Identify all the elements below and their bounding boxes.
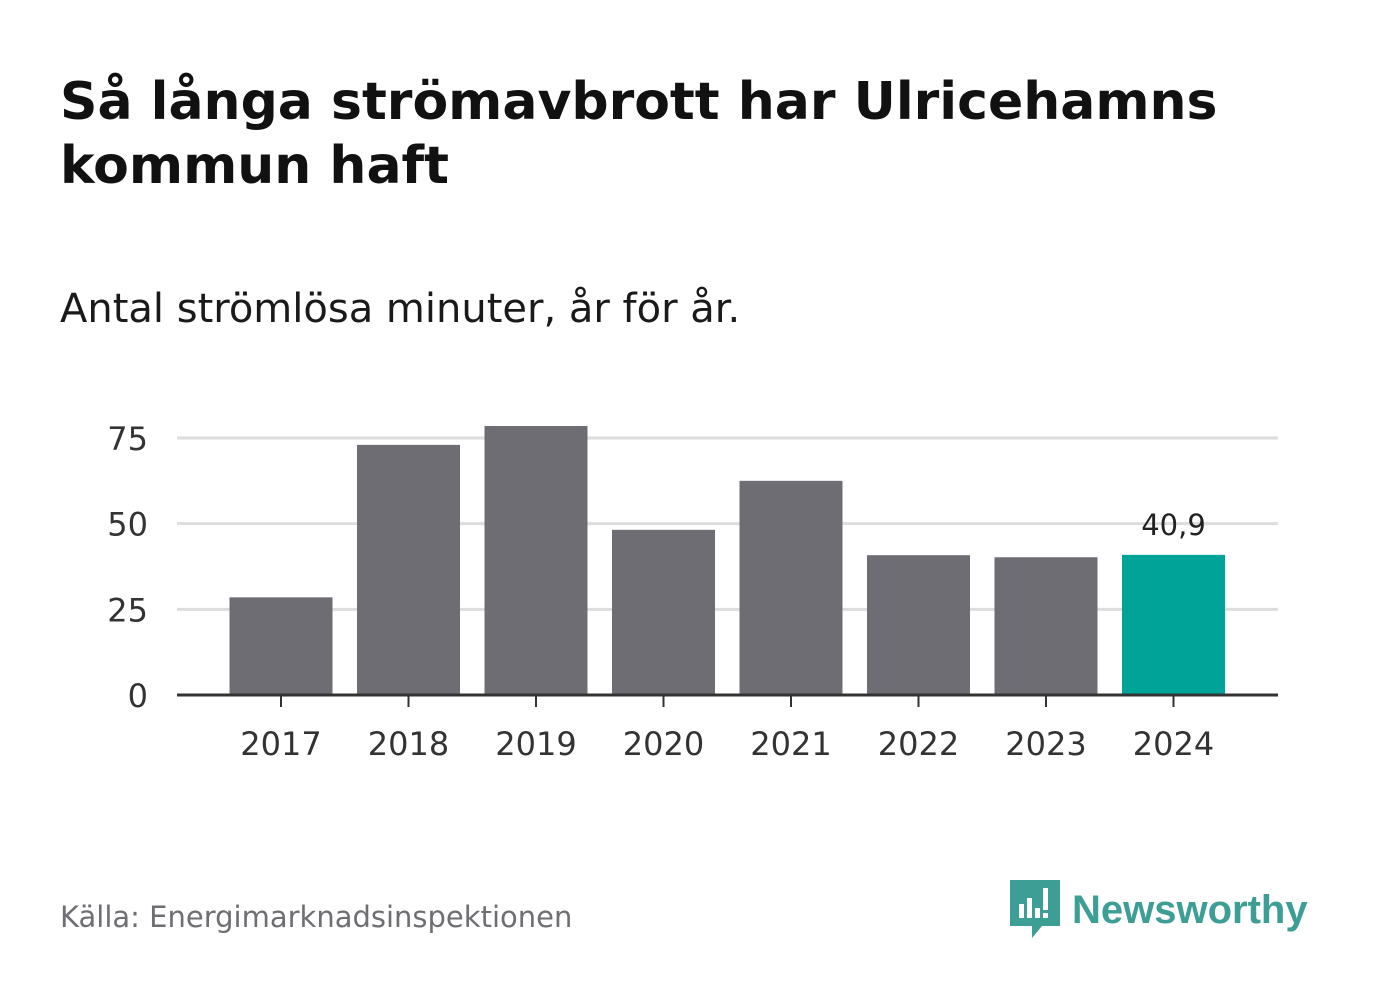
bar	[994, 557, 1098, 695]
bar	[484, 426, 588, 695]
x-tick-label: 2021	[750, 725, 831, 763]
bar	[612, 529, 715, 695]
newsworthy-logo-icon	[1010, 880, 1060, 938]
y-tick-label: 75	[107, 420, 148, 458]
bar	[1122, 554, 1225, 695]
y-tick-label: 0	[128, 677, 148, 715]
chart-subtitle: Antal strömlösa minuter, år för år.	[60, 286, 741, 332]
bar	[229, 597, 333, 695]
source-note: Källa: Energimarknadsinspektionen	[60, 900, 573, 934]
y-tick-label: 50	[107, 506, 148, 544]
bar	[867, 555, 970, 695]
brand-name: Newsworthy	[1072, 887, 1308, 932]
chart-title: Så långa strömavbrott har Ulricehamns ko…	[60, 72, 1218, 196]
data-label: 40,9	[1141, 508, 1206, 542]
y-tick-label: 25	[107, 591, 148, 629]
bar	[739, 480, 843, 695]
x-tick-label: 2024	[1133, 725, 1214, 763]
x-tick-label: 2022	[878, 725, 959, 763]
x-tick-label: 2023	[1005, 725, 1086, 763]
x-tick-label: 2017	[240, 725, 321, 763]
x-tick-label: 2018	[368, 725, 449, 763]
bar	[357, 444, 460, 695]
x-tick-label: 2019	[495, 725, 576, 763]
brand-logo: Newsworthy	[1010, 880, 1308, 940]
x-tick-label: 2020	[623, 725, 704, 763]
